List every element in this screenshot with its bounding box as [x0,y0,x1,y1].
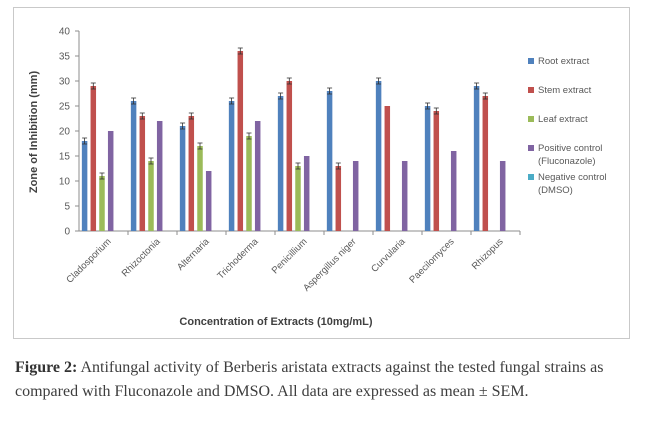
x-tick-label: Rhizoctonia [120,236,163,279]
legend-label: Negative control [538,172,607,183]
legend-label: Positive control [538,143,602,154]
bar [277,96,284,231]
y-tick-label: 5 [64,202,70,213]
x-tick-label: Trichoderma [215,236,261,282]
legend-swatch [528,145,534,151]
bar [237,51,244,231]
y-tick-label: 35 [59,52,71,63]
bar [473,86,480,231]
bar [401,161,408,231]
y-tick-label: 20 [59,127,71,138]
y-tick-label: 25 [59,102,71,113]
legend-label: Leaf extract [538,114,588,125]
bar [482,96,489,231]
bar [81,141,88,231]
chart-frame [13,7,630,339]
bar [433,111,440,231]
y-axis: 0 5 10 15 20 25 30 35 40 [59,27,80,238]
bar [99,176,105,231]
bar [139,116,146,231]
bar [254,121,261,231]
bar [228,101,235,231]
legend-swatch [528,174,534,180]
bar [450,151,457,231]
bar [197,146,203,231]
bar [130,101,137,231]
legend-label: (Fluconazole) [538,156,596,167]
legend: Root extract Stem extract Leaf extract Posi… [528,56,607,196]
bar-series [81,47,506,231]
legend-swatch [528,87,534,93]
bar [148,161,154,231]
legend-swatch [528,58,534,64]
y-tick-label: 40 [59,27,71,38]
y-tick-label: 0 [64,227,70,238]
x-tick-label: Rhizopus [470,236,506,272]
y-tick-label: 15 [59,152,71,163]
bar [384,106,391,231]
bar [499,161,506,231]
x-tick-label: Alternaria [175,236,212,273]
legend-label: Stem extract [538,85,592,96]
bar [90,86,97,231]
bar-chart: 0 5 10 15 20 25 30 35 40 Cladosporium Rhizoctonia… [28,27,607,329]
bar [286,81,293,231]
bar [295,166,301,231]
bar [335,166,342,231]
bar [326,91,333,231]
x-axis-label: Concentration of Extracts (10mg/mL) [179,316,372,328]
bar [246,136,252,231]
legend-label: Root extract [538,56,590,67]
bar [107,131,114,231]
x-tick-label: Penicillium [270,236,310,276]
bar [375,81,382,231]
bar [303,156,310,231]
legend-swatch [528,116,534,122]
x-tick-label: Curvularia [369,236,408,275]
figure-caption: Figure 2: Antifungal activity of Berberi… [15,356,615,404]
bar [179,126,186,231]
x-tick-label: Aspergillus niger [301,236,358,293]
bar [352,161,359,231]
x-tick-label: Paecilomyces [407,236,456,285]
x-tick-label: Cladosporium [64,236,113,285]
legend-label: (DMSO) [538,185,573,196]
bar [188,116,195,231]
caption-text: Antifungal activity of Berberis aristata… [15,359,604,400]
y-tick-label: 30 [59,77,71,88]
y-axis-label: Zone of Inhibition (mm) [28,71,40,194]
bar [424,106,431,231]
bar [156,121,163,231]
bar [205,171,212,231]
caption-lead: Figure 2: [15,359,78,376]
x-axis: Cladosporium Rhizoctonia Alternaria Trichod… [64,230,521,294]
y-tick-label: 10 [59,177,71,188]
